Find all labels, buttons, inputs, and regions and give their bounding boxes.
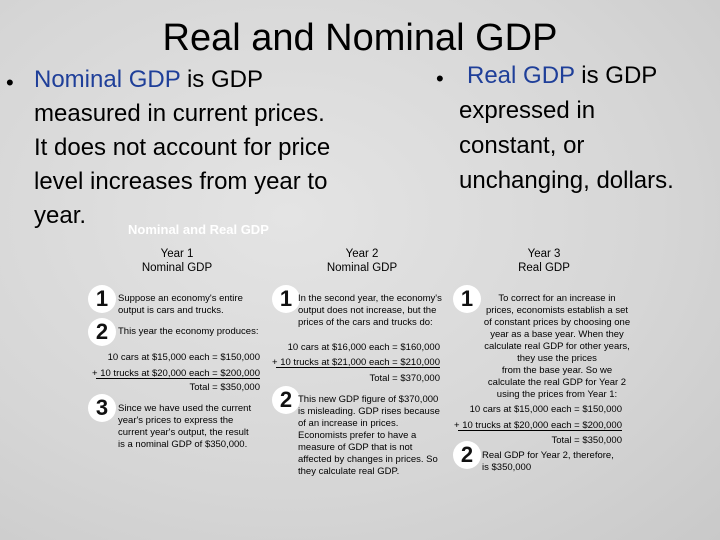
step-number-1-col3: 1 xyxy=(453,285,481,313)
col3-calc-line1: 10 cars at $15,000 each = $150,000 xyxy=(469,404,622,415)
col-head-year2: Year 2 Nominal GDP xyxy=(326,248,398,274)
col2-sum-rule xyxy=(276,367,440,368)
col3-calc-line2: + 10 trucks at $20,000 each = $200,000 xyxy=(454,420,622,431)
col-head-year3: Year 3 Real GDP xyxy=(518,248,570,274)
col-head-year1: Year 1 Nominal GDP xyxy=(141,248,213,274)
col2-step1: In the second year, the economy's output… xyxy=(298,293,442,328)
col1-calc-line1: 10 cars at $15,000 each = $150,000 xyxy=(107,352,260,363)
real-gdp-term: Real GDP xyxy=(467,62,575,89)
bullet-dot-left: • xyxy=(6,70,14,95)
col2-calc-line2: + 10 trucks at $21,000 each = $210,000 xyxy=(272,357,440,368)
step-number-2-col3: 2 xyxy=(453,441,481,469)
step-number-1-col1: 1 xyxy=(88,285,116,313)
col3-calc-total: Total = $350,000 xyxy=(551,435,622,446)
col1-step1: Suppose an economy's entire output is ca… xyxy=(118,293,243,316)
col1-calc-total: Total = $350,000 xyxy=(189,382,260,393)
subtitle: Nominal and Real GDP xyxy=(128,222,269,237)
left-bullet-line4: level increases from year to xyxy=(34,168,328,195)
col1-step3: Since we have used the current year's pr… xyxy=(118,403,252,450)
right-bullet-line4: unchanging, dollars. xyxy=(459,167,674,194)
step-number-2-col2: 2 xyxy=(272,386,300,414)
nominal-gdp-term: Nominal GDP xyxy=(34,66,181,93)
col2-step2: This new GDP figure of $370,000 is misle… xyxy=(298,394,440,477)
col1-sum-rule xyxy=(96,378,260,379)
left-bullet-line3: It does not account for price xyxy=(34,134,331,161)
step-number-2-col1: 2 xyxy=(88,318,116,346)
right-bullet-line3: constant, or xyxy=(459,132,585,159)
left-bullet-line2: measured in current prices. xyxy=(34,100,325,127)
bullet-dot-right: • xyxy=(436,66,444,91)
right-bullet: Real GDP is GDP expressed in constant, o… xyxy=(459,58,674,198)
step-number-1-col2: 1 xyxy=(272,285,300,313)
col1-step2: This year the economy produces: xyxy=(118,326,259,337)
left-bullet-line5: year. xyxy=(34,202,87,229)
step-number-3-col1: 3 xyxy=(88,394,116,422)
col2-calc-total: Total = $370,000 xyxy=(369,373,440,384)
page-title: Real and Nominal GDP xyxy=(162,17,558,59)
left-bullet: Nominal GDP is GDP measured in current p… xyxy=(34,63,330,233)
col1-calc-line2: + 10 trucks at $20,000 each = $200,000 xyxy=(92,368,260,379)
col3-sum-rule xyxy=(458,430,622,431)
right-bullet-line2: expressed in xyxy=(459,97,596,124)
col3-step2: Real GDP for Year 2, therefore, is $350,… xyxy=(482,450,614,473)
col3-step1: To correct for an increase in prices, ec… xyxy=(483,293,631,400)
left-bullet-line1: Nominal GDP is GDP xyxy=(34,66,263,93)
col2-calc-line1: 10 cars at $16,000 each = $160,000 xyxy=(287,342,440,353)
right-bullet-line1: Real GDP is GDP xyxy=(467,62,658,89)
